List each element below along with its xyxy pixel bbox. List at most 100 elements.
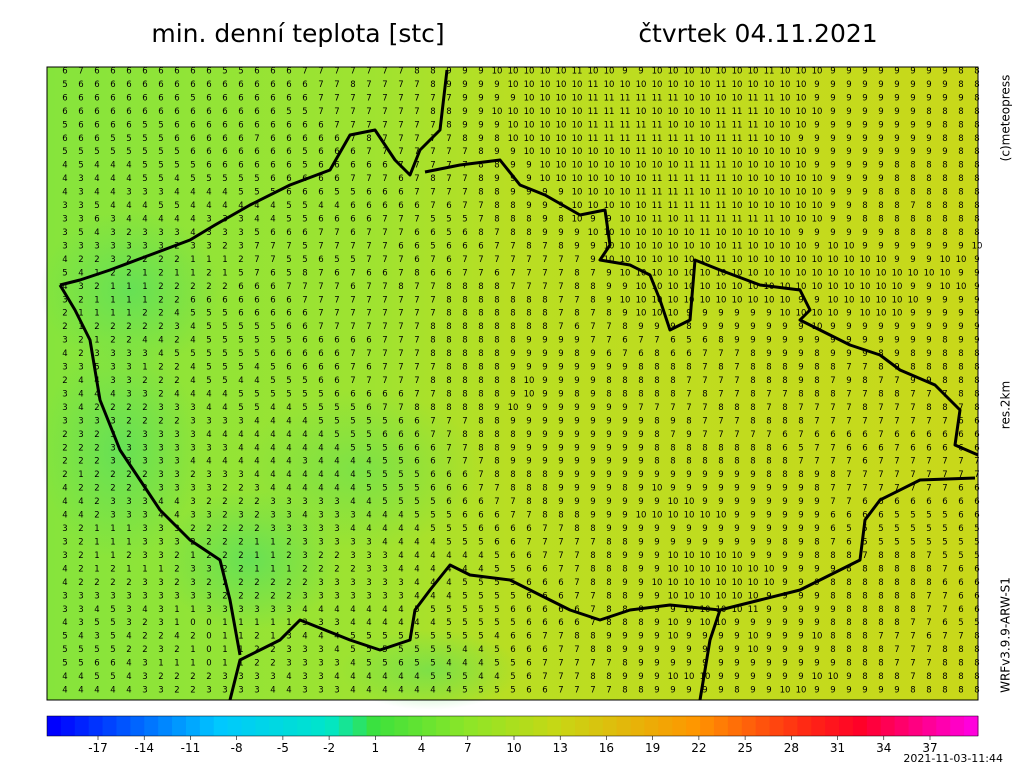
grid-value: 8 (974, 363, 979, 373)
grid-value: 4 (478, 672, 483, 682)
colorbar-segment (283, 716, 298, 736)
grid-value: 9 (798, 228, 803, 238)
grid-value: 7 (494, 497, 499, 507)
grid-value: 7 (590, 268, 595, 278)
grid-value: 4 (126, 632, 131, 642)
grid-value: 8 (622, 376, 627, 386)
grid-value: 9 (606, 443, 611, 453)
grid-value: 5 (254, 336, 259, 346)
grid-value: 9 (750, 524, 755, 534)
grid-value: 10 (812, 309, 823, 319)
grid-value: 5 (398, 457, 403, 467)
grid-value: 6 (222, 120, 227, 130)
grid-value: 8 (590, 551, 595, 561)
grid-value: 4 (350, 659, 355, 669)
grid-value: 5 (78, 645, 83, 655)
grid-value: 7 (414, 389, 419, 399)
grid-value: 7 (510, 511, 515, 521)
grid-value: 7 (414, 161, 419, 171)
grid-value: 8 (974, 161, 979, 171)
grid-value: 1 (190, 551, 195, 561)
grid-value: 9 (862, 80, 867, 90)
grid-value: 8 (766, 376, 771, 386)
grid-value: 9 (670, 686, 675, 696)
grid-value: 9 (750, 686, 755, 696)
grid-value: 8 (878, 215, 883, 225)
grid-value: 9 (558, 389, 563, 399)
grid-value: 6 (526, 632, 531, 642)
grid-value: 2 (238, 551, 243, 561)
grid-value: 5 (158, 147, 163, 157)
grid-value: 8 (510, 215, 515, 225)
grid-value: 3 (334, 497, 339, 507)
grid-value: 3 (206, 686, 211, 696)
grid-value: 4 (414, 564, 419, 574)
grid-value: 2 (78, 457, 83, 467)
grid-value: 8 (638, 376, 643, 386)
grid-value: 6 (174, 67, 179, 77)
grid-value: 11 (652, 188, 663, 198)
grid-value: 7 (750, 430, 755, 440)
grid-value: 9 (782, 497, 787, 507)
colorbar-tick-label: 34 (876, 741, 891, 755)
grid-value: 2 (62, 322, 67, 332)
grid-value: 9 (830, 107, 835, 117)
grid-value: 9 (846, 80, 851, 90)
grid-value: 10 (892, 268, 903, 278)
grid-value: 7 (510, 282, 515, 292)
grid-value: 9 (542, 457, 547, 467)
grid-value: 3 (62, 524, 67, 534)
grid-value: 10 (796, 93, 807, 103)
grid-value: 10 (604, 255, 615, 265)
grid-value: 5 (62, 147, 67, 157)
grid-value: 6 (318, 147, 323, 157)
grid-value: 8 (654, 389, 659, 399)
grid-value: 8 (830, 591, 835, 601)
grid-value: 8 (670, 389, 675, 399)
grid-value: 9 (830, 564, 835, 574)
grid-value: 8 (830, 618, 835, 628)
grid-value: 5 (446, 618, 451, 628)
colorbar-segment (713, 716, 729, 736)
grid-value: 5 (270, 363, 275, 373)
grid-value: 5 (414, 511, 419, 521)
grid-value: 8 (846, 564, 851, 574)
grid-value: 1 (78, 470, 83, 480)
grid-value: 10 (508, 134, 519, 144)
grid-value: 7 (494, 484, 499, 494)
grid-value: 11 (636, 188, 647, 198)
grid-value: 7 (926, 551, 931, 561)
grid-value: 7 (878, 484, 883, 494)
grid-value: 7 (382, 295, 387, 305)
grid-value: 2 (142, 403, 147, 413)
grid-value: 8 (606, 309, 611, 319)
grid-value: 10 (796, 67, 807, 77)
grid-value: 9 (590, 511, 595, 521)
grid-value: 7 (430, 430, 435, 440)
grid-value: 5 (462, 618, 467, 628)
grid-value: 9 (894, 67, 899, 77)
grid-value: 9 (638, 672, 643, 682)
grid-value: 6 (126, 67, 131, 77)
grid-value: 8 (942, 363, 947, 373)
grid-value: 8 (590, 645, 595, 655)
grid-value: 5 (510, 618, 515, 628)
grid-value: 9 (798, 322, 803, 332)
colorbar-segment (908, 716, 923, 736)
grid-value: 4 (62, 484, 67, 494)
grid-value: 10 (652, 268, 663, 278)
grid-value: 3 (238, 672, 243, 682)
grid-value: 9 (718, 309, 723, 319)
grid-value: 8 (926, 161, 931, 171)
grid-value: 4 (254, 215, 259, 225)
grid-value: 7 (590, 659, 595, 669)
grid-value: 9 (510, 389, 515, 399)
grid-value: 6 (318, 363, 323, 373)
grid-value: 3 (126, 443, 131, 453)
grid-value: 9 (622, 309, 627, 319)
grid-value: 9 (622, 551, 627, 561)
grid-value: 10 (604, 201, 615, 211)
grid-value: 6 (462, 511, 467, 521)
grid-value: 3 (286, 497, 291, 507)
grid-value: 8 (846, 551, 851, 561)
